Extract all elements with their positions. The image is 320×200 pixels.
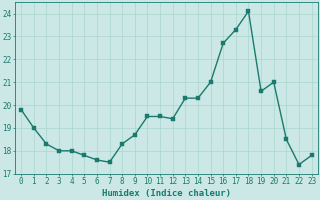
- X-axis label: Humidex (Indice chaleur): Humidex (Indice chaleur): [102, 189, 231, 198]
